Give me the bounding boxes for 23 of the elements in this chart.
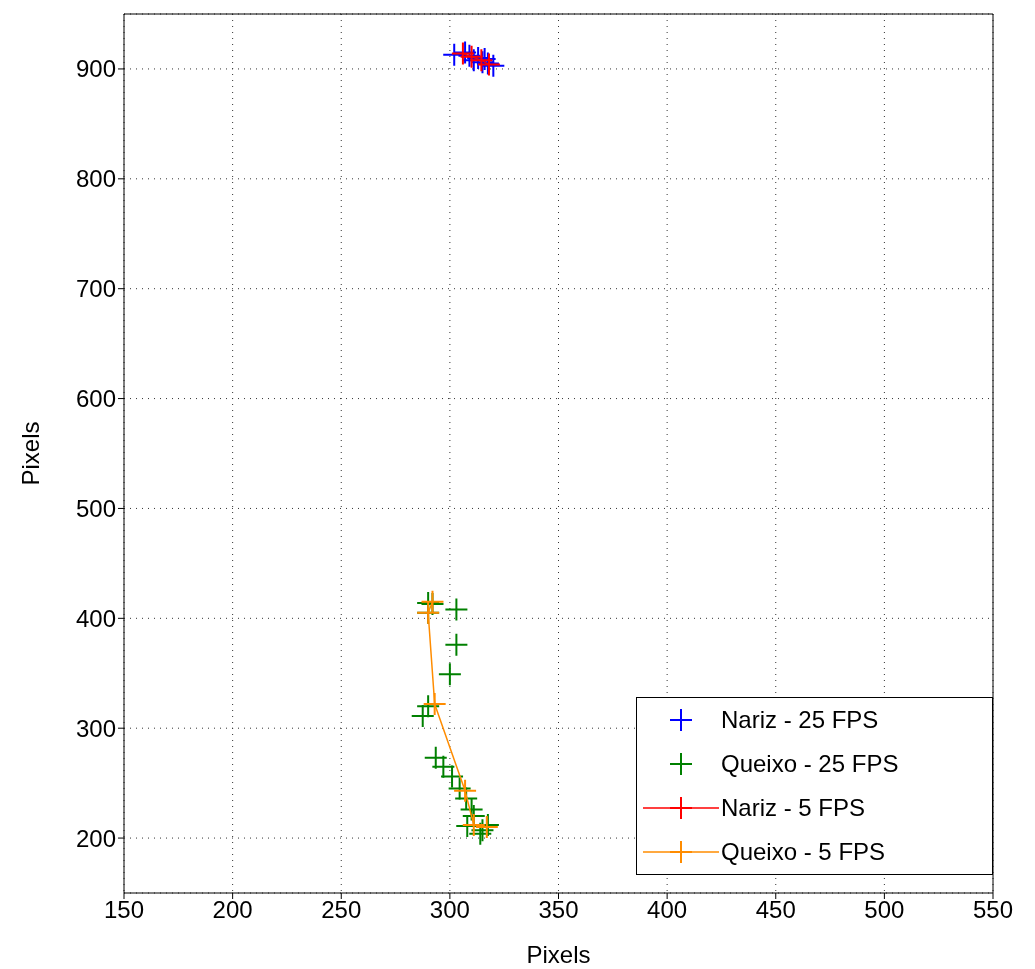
y-tick-label: 700 xyxy=(75,275,116,303)
x-tick-label: 350 xyxy=(538,896,579,924)
legend-label: Queixo - 5 FPS xyxy=(721,838,886,866)
y-tick-label: 200 xyxy=(75,824,116,852)
y-tick-label: 800 xyxy=(75,165,116,193)
y-axis-title: Pixels xyxy=(16,421,44,486)
y-tick-label: 300 xyxy=(75,714,116,742)
legend-label: Nariz - 5 FPS xyxy=(721,794,866,822)
legend-label: Nariz - 25 FPS xyxy=(721,706,879,734)
x-tick-label: 250 xyxy=(321,896,362,924)
x-tick-label: 200 xyxy=(212,896,253,924)
y-tick-label: 400 xyxy=(75,604,116,632)
x-tick-label: 500 xyxy=(864,896,905,924)
y-tick-label: 900 xyxy=(75,55,116,83)
x-tick-label: 150 xyxy=(103,896,145,924)
y-tick-label: 500 xyxy=(75,494,116,522)
legend-label: Queixo - 25 FPS xyxy=(721,750,899,778)
y-tick-label: 600 xyxy=(75,385,116,413)
x-axis-title: Pixels xyxy=(526,941,591,968)
x-tick-label: 450 xyxy=(755,896,796,924)
x-tick-label: 300 xyxy=(429,896,470,924)
x-tick-label: 550 xyxy=(972,896,1014,924)
x-tick-label: 400 xyxy=(647,896,688,924)
